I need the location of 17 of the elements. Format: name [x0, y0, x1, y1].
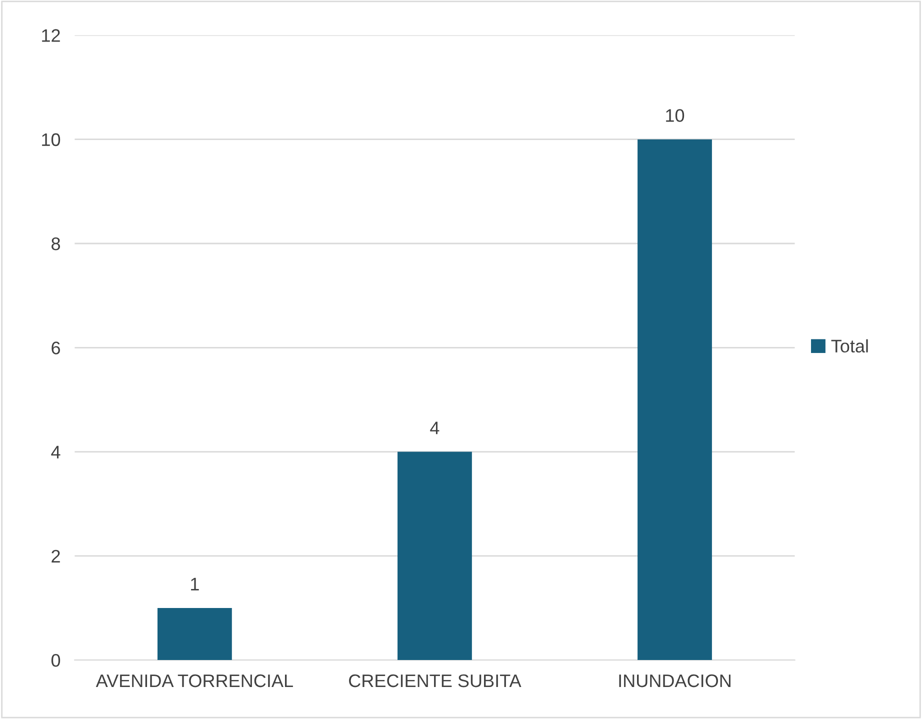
y-tick-label: 10	[42, 133, 60, 146]
y-tick-label: 12	[42, 29, 60, 42]
data-label: 4	[430, 422, 440, 434]
y-tick-label: 8	[52, 237, 60, 250]
y-tick-label: 6	[52, 342, 60, 354]
y-tick-label: 2	[52, 550, 60, 562]
data-label: 1	[191, 578, 199, 590]
bar	[157, 608, 232, 660]
x-tick-label: INUNDACION	[619, 674, 730, 688]
legend-label: Total	[831, 339, 868, 353]
y-tick-label: 4	[51, 446, 60, 458]
data-label: 10	[666, 109, 684, 122]
y-tick-label: 0	[51, 654, 60, 667]
bar	[638, 139, 712, 660]
x-tick-label: AVENIDA TORRENCIAL	[96, 674, 293, 688]
x-tick-label: CRECIENTE SUBITA	[349, 674, 522, 688]
bar	[398, 452, 472, 660]
